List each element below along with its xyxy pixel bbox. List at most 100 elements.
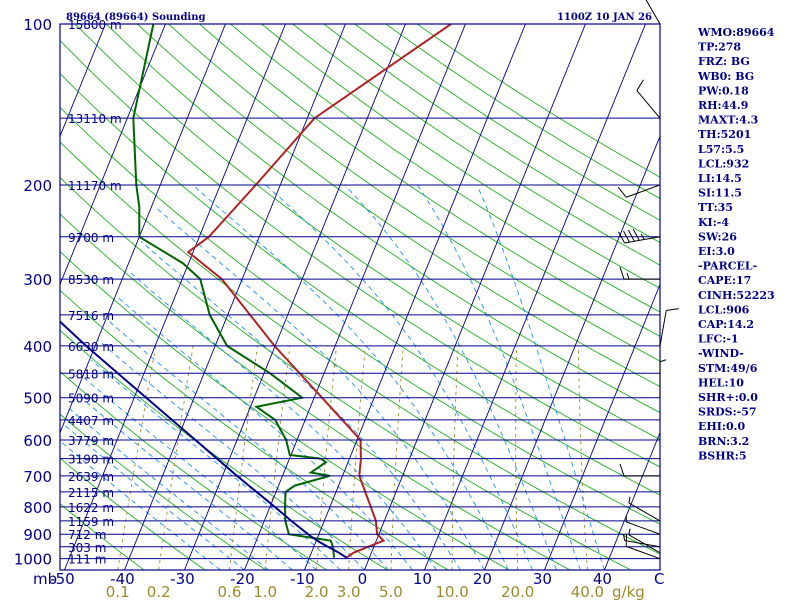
- index-item: BSHR:5: [698, 449, 747, 462]
- index-item: STM:49/6: [698, 362, 758, 375]
- moist-adiabat: [63, 423, 245, 570]
- height-label: 5818 m: [68, 367, 114, 381]
- index-item: CAP:14.2: [698, 318, 754, 331]
- barb-half-flag: [628, 496, 631, 504]
- mixing-ratio-line: [229, 345, 258, 570]
- dry-adiabat: [60, 106, 660, 525]
- index-item: LCL:932: [698, 157, 749, 170]
- mixing-ratio-line: [348, 345, 366, 570]
- wind-barb: [619, 266, 660, 280]
- pressure-tick-label: 400: [23, 338, 52, 356]
- barb-staff: [626, 521, 661, 535]
- index-item: EI:3.0: [698, 245, 735, 258]
- barb-staff: [659, 310, 667, 346]
- moist-adiabat: [90, 359, 341, 570]
- wind-barb: [628, 496, 661, 522]
- wind-barb: [645, 0, 661, 25]
- isotherm: [483, 135, 660, 570]
- index-item: LCL:906: [698, 303, 750, 316]
- barb-half-flag: [623, 534, 626, 541]
- height-labels: 15800 m 13110 m 11170 m 9700 m 8530 m 7516 m 6…: [68, 18, 122, 567]
- barb-flag: [623, 230, 630, 243]
- moist-adiabat: [60, 440, 221, 570]
- height-label: 7516 m: [68, 309, 114, 323]
- index-item: RH:44.9: [698, 99, 748, 112]
- height-label: 111 m: [68, 553, 106, 567]
- dry-adiabat: [292, 24, 660, 266]
- pressure-tick-label: 300: [23, 271, 52, 289]
- isotherm: [0, 24, 45, 570]
- dry-adiabat: [199, 24, 660, 337]
- height-label: 712 m: [68, 528, 106, 542]
- temperature-tick-label: 10: [413, 570, 432, 588]
- temperature-tick-label: 0: [358, 570, 368, 588]
- index-item: KI:-4: [698, 216, 729, 229]
- pressure-tick-label: 200: [23, 177, 52, 195]
- height-label: 5090 m: [68, 392, 114, 406]
- index-item: TH:5201: [698, 128, 751, 141]
- mixing-ratio-label: 20.0: [501, 583, 534, 600]
- height-label: 15800 m: [68, 18, 122, 32]
- height-label: 3190 m: [68, 453, 114, 467]
- dry-adiabats: [60, 24, 660, 570]
- height-label: 9700 m: [68, 231, 114, 245]
- isobars: [60, 23, 660, 560]
- index-item: CAPE:17: [698, 274, 751, 287]
- height-label: 4407 m: [68, 414, 114, 428]
- dry-adiabat: [60, 141, 660, 555]
- plot-frame: [59, 23, 661, 571]
- index-item: TT:35: [698, 201, 733, 214]
- dry-adiabat: [105, 24, 660, 414]
- isotherm: [243, 24, 466, 570]
- moist-adiabat: [417, 184, 581, 570]
- barb-staff: [626, 184, 661, 198]
- mixing-ratio-unit: g/kg: [612, 583, 645, 600]
- barb-staff: [624, 236, 661, 244]
- mixing-ratio-lines: [117, 345, 588, 570]
- index-item: EHI:0.0: [698, 420, 745, 433]
- pressure-unit-label: mb: [33, 570, 57, 588]
- barb-half-flag: [626, 272, 630, 280]
- wind-barb: [617, 184, 661, 198]
- dry-adiabat: [60, 39, 660, 468]
- barb-flag: [666, 308, 679, 311]
- barb-half-flag: [659, 359, 667, 363]
- index-item: MAXT:4.3: [698, 114, 758, 127]
- moist-adiabat: [192, 184, 509, 570]
- pressure-tick-label: 700: [23, 468, 52, 486]
- wind-barb: [659, 359, 667, 398]
- index-item: SRDS:-57: [698, 406, 757, 419]
- mixing-ratio-line: [316, 345, 337, 570]
- barb-staff: [636, 90, 661, 119]
- chart-title: 89664 (89664) Sounding: [66, 12, 206, 23]
- dry-adiabat: [60, 503, 145, 570]
- mixing-ratio-label: 10.0: [435, 583, 468, 600]
- isotherm: [363, 24, 586, 570]
- dry-adiabat: [60, 370, 327, 570]
- moist-adiabat: [78, 395, 293, 570]
- height-label: 8530 m: [68, 273, 114, 287]
- barb-half-flag: [640, 233, 645, 240]
- isotherm: [60, 24, 106, 138]
- moist-adiabat: [84, 378, 317, 570]
- height-label: 2639 m: [68, 470, 114, 484]
- dry-adiabat: [261, 24, 660, 289]
- index-item: LFC:-1: [698, 333, 739, 346]
- height-label: 2115 m: [68, 486, 114, 500]
- wind-barb: [659, 308, 679, 346]
- barb-staff: [624, 540, 661, 548]
- pressure-tick-label: 500: [23, 390, 52, 408]
- height-label: 1622 m: [68, 501, 114, 515]
- moist-adiabat: [108, 321, 389, 570]
- temperature-tick-label: -40: [110, 570, 135, 588]
- dry-adiabat: [60, 176, 632, 570]
- index-item: SI:11.5: [698, 187, 742, 200]
- mixing-ratio-label: 5.0: [379, 583, 403, 600]
- dewpoint-profile: [132, 24, 335, 558]
- index-item: FRZ: BG: [698, 55, 750, 68]
- dry-adiabat: [230, 24, 660, 313]
- height-label: 6630 m: [68, 340, 114, 354]
- pressure-tick-label: 600: [23, 432, 52, 450]
- temperature-tick-label: -50: [50, 570, 75, 588]
- valid-time: 1100Z 10 JAN 26: [557, 12, 652, 23]
